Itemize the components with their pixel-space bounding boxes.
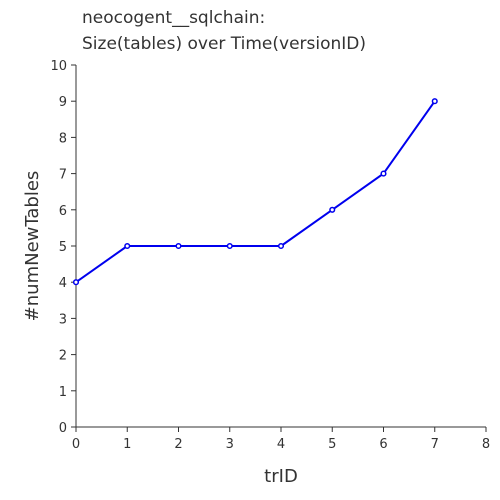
- y-axis-label: #numNewTables: [22, 171, 43, 322]
- y-tick-label: 5: [59, 240, 67, 255]
- data-point: [124, 242, 131, 250]
- x-tick-label: 1: [123, 437, 131, 452]
- x-tick-label: 0: [72, 437, 80, 452]
- x-axis-label: trID: [264, 466, 298, 487]
- y-tick-label: 8: [59, 131, 67, 146]
- y-tick-label: 7: [59, 168, 67, 183]
- data-point: [277, 242, 285, 250]
- y-tick-label: 4: [59, 276, 67, 291]
- x-tick-label: 6: [379, 437, 387, 452]
- series-line: [75, 100, 436, 284]
- x-tick-label: 2: [174, 437, 182, 452]
- data-point: [431, 98, 438, 105]
- y-tick-label: 2: [59, 349, 67, 364]
- y-axis-ticks: 0 1 2 3 4 5 6 7 8 9 10: [50, 59, 76, 436]
- y-tick-label: 1: [59, 385, 67, 400]
- chart-title-line-2: Size(tables) over Time(versionID): [82, 34, 366, 54]
- y-tick-label: 3: [59, 312, 67, 327]
- series-layer: [72, 98, 438, 286]
- data-point: [72, 279, 80, 286]
- y-tick-label: 9: [59, 95, 67, 110]
- x-tick-label: 5: [328, 437, 336, 452]
- x-tick-label: 3: [226, 437, 234, 452]
- data-point: [329, 206, 336, 213]
- x-tick-label: 7: [431, 437, 439, 452]
- y-tick-label: 10: [50, 59, 67, 74]
- y-tick-label: 6: [59, 204, 67, 219]
- x-axis-ticks: 0 1 2 3 4 5 6 7 8: [72, 427, 490, 452]
- data-point: [226, 242, 233, 250]
- x-tick-label: 4: [277, 437, 285, 452]
- chart-title-line-1: neocogent__sqlchain:: [82, 8, 265, 28]
- x-tick-label: 8: [482, 437, 490, 452]
- y-tick-label: 0: [59, 421, 67, 436]
- data-point: [175, 242, 182, 250]
- data-point: [380, 170, 387, 177]
